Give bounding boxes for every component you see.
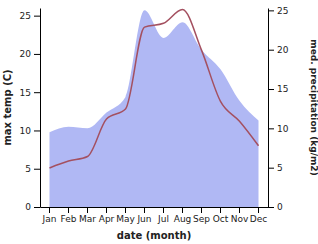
precipitation-area (50, 10, 259, 207)
chart: Jan FebMarAprMayJun Jul AugSepOctNovDec 0 5 10… (0, 0, 318, 244)
tick: 20 (20, 49, 40, 59)
x-axis-title: date (month) (117, 230, 191, 241)
tick-label: Nov (231, 214, 249, 224)
tick: 10 (20, 126, 40, 136)
tick: 25 (268, 6, 288, 16)
tick-mark (125, 207, 126, 213)
tick: Oct (213, 207, 229, 224)
axis-line (41, 207, 269, 208)
tick-label: 10 (20, 126, 32, 136)
tick: Dec (250, 207, 267, 224)
tick: 5 (268, 163, 283, 173)
tick-label: 25 (20, 11, 31, 21)
tick-mark (268, 89, 274, 90)
tick: Jun (136, 207, 151, 224)
tick-mark (268, 10, 274, 11)
tick: 20 (268, 45, 289, 55)
tick: Jan (42, 207, 57, 224)
tick: Jul (157, 207, 169, 224)
tick-mark (268, 168, 274, 169)
tick: 5 (25, 164, 40, 174)
temperature-line (50, 10, 259, 168)
tick: May (116, 207, 135, 224)
tick: Mar (79, 207, 96, 224)
tick-label: 5 (25, 164, 31, 174)
tick: 0 (268, 202, 283, 212)
tick-mark (220, 207, 221, 213)
axis-line (268, 9, 269, 208)
tick-label: 20 (277, 45, 289, 55)
tick-label: 5 (277, 163, 283, 173)
tick-mark (49, 207, 50, 213)
tick: 10 (268, 124, 289, 134)
tick: 25 (20, 11, 40, 21)
tick: Feb (61, 207, 77, 224)
x-axis: Jan FebMarAprMayJun Jul AugSepOctNovDec (41, 207, 269, 224)
tick-label: Dec (250, 214, 267, 224)
tick: Nov (231, 207, 249, 224)
tick-label: 20 (20, 49, 32, 59)
tick-label: Apr (99, 214, 115, 224)
tick-label: 0 (277, 202, 283, 212)
tick-label: Mar (79, 214, 96, 224)
tick-mark (34, 130, 40, 131)
tick-mark (34, 207, 40, 208)
tick-mark (163, 207, 164, 213)
tick-mark (34, 169, 40, 170)
tick-label: Sep (193, 214, 210, 224)
tick-mark (106, 207, 107, 213)
tick-label: May (116, 214, 135, 224)
tick-mark (34, 16, 40, 17)
tick-label: Jul (157, 214, 169, 224)
tick-label: Oct (213, 214, 229, 224)
tick-mark (182, 207, 183, 213)
plot-area (50, 10, 259, 207)
tick: 0 (25, 202, 40, 212)
tick-mark (268, 50, 274, 51)
tick-mark (144, 207, 145, 213)
tick-label: Feb (61, 214, 77, 224)
tick: Apr (99, 207, 115, 224)
tick-mark (268, 207, 274, 208)
tick-mark (87, 207, 88, 213)
tick: Sep (193, 207, 210, 224)
tick-mark (68, 207, 69, 213)
tick-label: 15 (20, 88, 31, 98)
tick-label: 15 (277, 84, 288, 94)
tick-label: Aug (174, 214, 192, 224)
tick-label: Jun (136, 214, 151, 224)
tick-mark (34, 92, 40, 93)
tick-mark (258, 207, 259, 213)
y2-axis-title: med. precipitation (kg/m2) (309, 39, 318, 175)
y2-axis: 0 5 10 15 20 25 (268, 6, 289, 213)
tick-label: 10 (277, 124, 289, 134)
y-axis: 0 5 10 15 20 25 (20, 9, 41, 213)
tick: 15 (268, 84, 288, 94)
tick-label: Jan (42, 214, 57, 224)
tick: Aug (174, 207, 192, 224)
tick-mark (34, 54, 40, 55)
axis-line (40, 9, 41, 208)
tick-mark (239, 207, 240, 213)
tick-mark (268, 128, 274, 129)
tick-mark (201, 207, 202, 213)
tick: 15 (20, 88, 40, 98)
tick-label: 0 (25, 202, 31, 212)
y-axis-title: max temp (C) (2, 69, 13, 145)
tick-label: 25 (277, 6, 288, 16)
